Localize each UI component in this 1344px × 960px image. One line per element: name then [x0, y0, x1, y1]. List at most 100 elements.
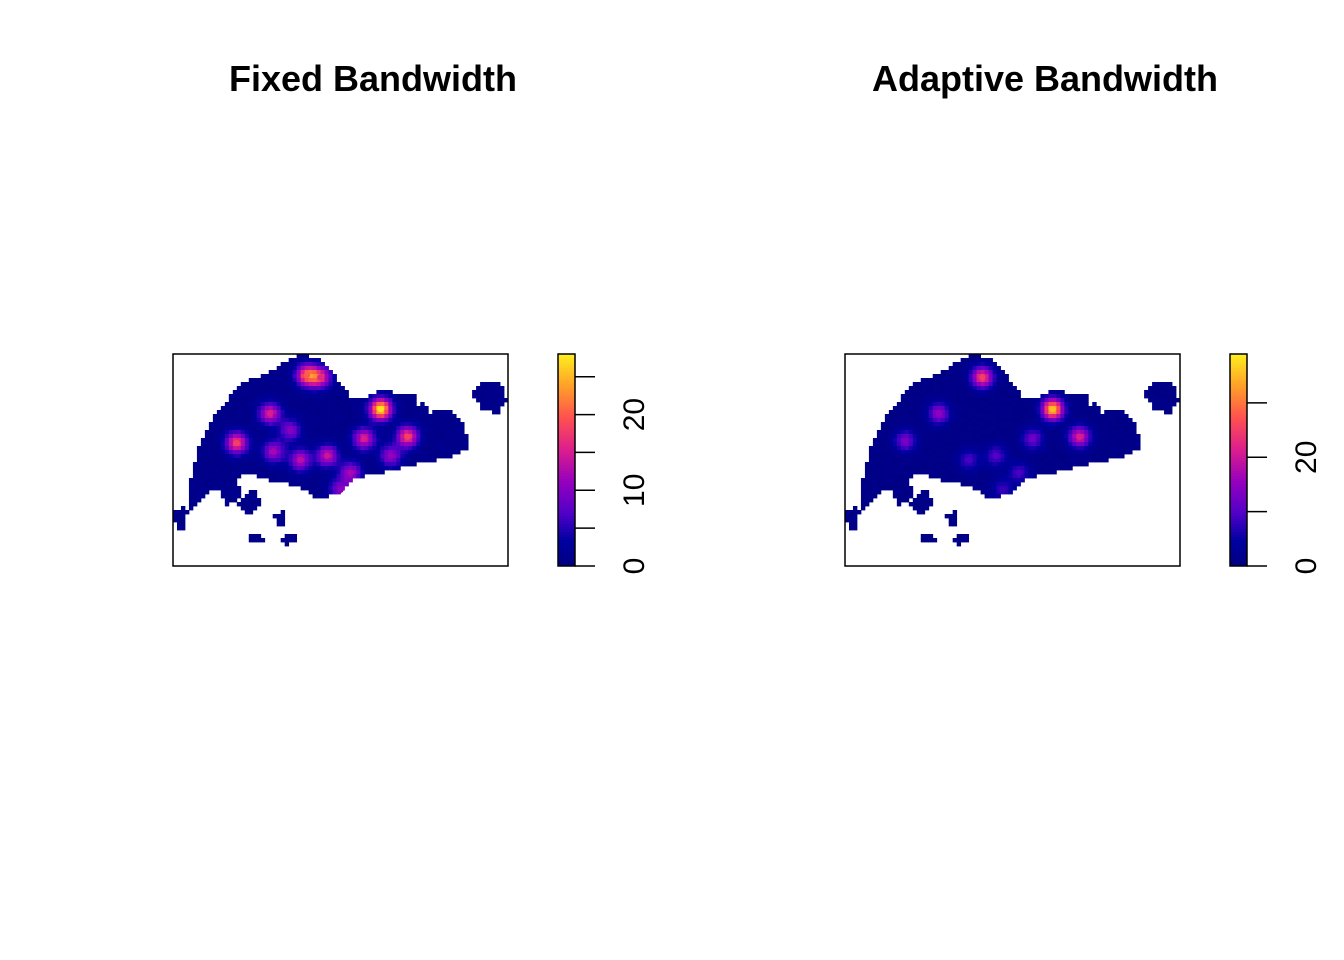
density-cell [964, 446, 970, 451]
density-cell [308, 402, 313, 407]
density-cell [240, 502, 246, 507]
density-cell [312, 402, 317, 407]
density-cell [372, 422, 377, 427]
density-cell [276, 478, 282, 483]
density-cell [320, 446, 325, 451]
density-cell [284, 446, 290, 451]
density-cell [960, 362, 966, 367]
density-cell [872, 494, 878, 499]
density-cell [424, 430, 429, 435]
density-cell [320, 470, 325, 475]
density-cell [372, 398, 377, 403]
density-cell [336, 402, 341, 407]
density-cell [240, 414, 246, 419]
density-cell [288, 414, 294, 419]
density-cell [308, 454, 313, 459]
density-cell [916, 422, 922, 427]
density-cell [956, 446, 962, 451]
density-cell [956, 438, 962, 443]
legend-color-step [1230, 430, 1247, 434]
density-cell [980, 466, 985, 471]
density-cell [1072, 462, 1077, 467]
density-cell [1020, 434, 1025, 439]
density-cell [212, 430, 218, 435]
density-cell [244, 434, 250, 439]
density-cell [256, 498, 262, 503]
density-cell [304, 442, 309, 447]
density-cell [932, 458, 938, 463]
density-cell [992, 442, 997, 447]
density-cell [1000, 386, 1005, 391]
density-cell [364, 406, 369, 411]
density-cell [904, 458, 910, 463]
density-cell [236, 486, 242, 491]
density-cell [944, 382, 950, 387]
density-cell [204, 486, 210, 491]
density-cell [404, 426, 409, 431]
density-cell [444, 442, 449, 447]
density-cell [432, 458, 437, 463]
density-cell [336, 434, 341, 439]
density-cell [852, 510, 858, 515]
density-cell [208, 454, 214, 459]
density-cell [312, 390, 317, 395]
density-cell [500, 402, 505, 407]
density-cell [340, 442, 345, 447]
density-cell [300, 450, 306, 455]
density-cell [940, 390, 946, 395]
density-cell [1028, 446, 1033, 451]
density-cell [892, 490, 898, 495]
density-cell [1036, 406, 1041, 411]
legend-color-step [558, 414, 575, 418]
density-cell [384, 462, 389, 467]
density-cell [356, 410, 361, 415]
density-cell [1024, 462, 1029, 467]
density-cell [480, 386, 485, 391]
density-cell [244, 390, 250, 395]
density-cell [360, 430, 365, 435]
density-cell [992, 490, 997, 495]
legend-color-step [558, 430, 575, 434]
density-cell [264, 446, 270, 451]
density-cell [932, 466, 938, 471]
density-cell [232, 462, 238, 467]
density-cell [944, 374, 950, 379]
density-cell [252, 378, 258, 383]
density-cell [1076, 398, 1081, 403]
density-cell [352, 458, 357, 463]
density-cell [280, 510, 286, 515]
density-cell [1080, 450, 1085, 455]
density-cell [404, 414, 409, 419]
density-cell [368, 394, 373, 399]
density-cell [1028, 458, 1033, 463]
density-cell [868, 458, 874, 463]
density-cell [324, 390, 329, 395]
density-cell [984, 470, 989, 475]
density-cell [260, 438, 266, 443]
density-cell [896, 422, 902, 427]
density-cell [1004, 478, 1009, 483]
density-cell [928, 442, 934, 447]
density-cell [992, 378, 997, 383]
density-cell [924, 386, 930, 391]
density-cell [1104, 446, 1109, 451]
density-cell [292, 378, 298, 383]
density-cell [1060, 398, 1065, 403]
density-cell [484, 390, 489, 395]
density-cell [196, 486, 202, 491]
density-cell [232, 434, 238, 439]
density-cell [180, 526, 186, 531]
density-cell [988, 378, 993, 383]
density-cell [348, 446, 353, 451]
density-cell [876, 438, 882, 443]
density-cell [232, 430, 238, 435]
density-cell [952, 398, 958, 403]
density-cell [940, 370, 946, 375]
density-cell [1004, 482, 1009, 487]
density-cell [276, 394, 282, 399]
density-cell [496, 410, 501, 415]
legend-color-step [558, 544, 575, 548]
density-cell [252, 394, 258, 399]
density-cell [1124, 426, 1129, 431]
density-cell [1080, 418, 1085, 423]
